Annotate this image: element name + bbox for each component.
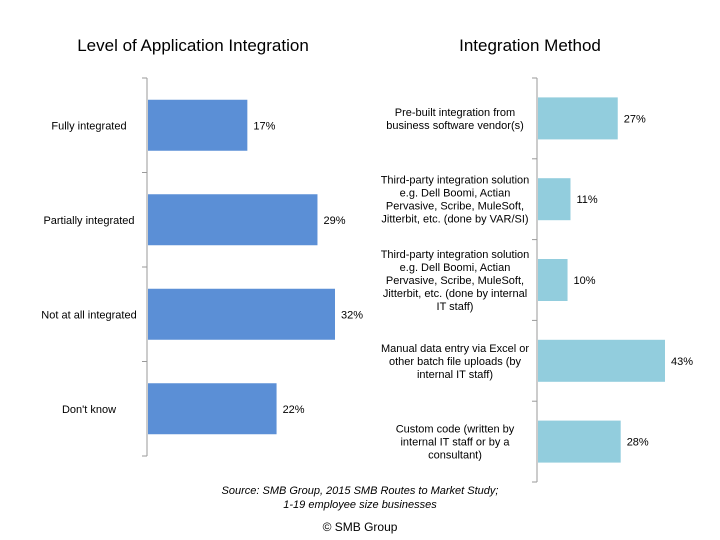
left-bar-chart: 17% Fully integrated 29% Partially integrat…	[41, 77, 363, 457]
chart-1-category-label-4-line-1: internal IT staff or by a	[400, 437, 510, 449]
left-chart-title: Level of Application Integration	[77, 36, 309, 55]
chart-1-category-label-4-line-2: consultant)	[428, 450, 482, 462]
chart-1-data-label-2: 10%	[574, 275, 596, 287]
chart-0-bar-3	[148, 383, 277, 435]
chart-0-category-label-0: Fully integrated	[51, 120, 126, 132]
chart-0-category-label-2-line-0: Not at all integrated	[41, 309, 136, 321]
chart-1-category-label-1-line-1: e.g. Dell Boomi, Actian	[400, 188, 511, 200]
chart-1-category-label-4: Custom code (written by internal IT staff…	[396, 424, 515, 462]
source-note: Source: SMB Group, 2015 SMB Routes to Ma…	[0, 484, 720, 512]
right-chart-title: Integration Method	[459, 36, 601, 55]
chart-0-category-label-1: Partially integrated	[43, 215, 134, 227]
chart-0-data-label-2: 32%	[341, 309, 363, 321]
chart-0-bar-0	[148, 99, 248, 151]
chart-1-category-label-3: Manual data entry via Excel or other batc…	[381, 343, 529, 381]
chart-1-category-label-1-line-0: Third-party integration solution	[381, 175, 530, 187]
chart-1-category-label-2-line-4: IT staff)	[437, 301, 474, 313]
chart-1-category-label-1-line-2: Pervasive, Scribe, MuleSoft,	[386, 201, 524, 213]
chart-1-category-label-2-line-1: e.g. Dell Boomi, Actian	[400, 262, 511, 274]
chart-0-bar-2	[148, 288, 335, 340]
chart-0-category-label-1-line-0: Partially integrated	[43, 215, 134, 227]
chart-1-category-label-1-line-3: Jitterbit, etc. (done by VAR/SI)	[381, 214, 528, 226]
chart-1-bar-3	[538, 339, 665, 382]
chart-1-category-label-2-line-2: Pervasive, Scribe, MuleSoft,	[386, 275, 524, 287]
copyright: © SMB Group	[322, 520, 398, 534]
chart-1-bar-4	[538, 420, 621, 463]
chart-1-bar-0	[538, 97, 618, 140]
right-bar-chart: 27% Pre-built integration from business so…	[381, 77, 693, 483]
chart-1-category-label-2: Third-party integration solution e.g. Del…	[381, 249, 530, 313]
source-line-1: Source: SMB Group, 2015 SMB Routes to Ma…	[221, 485, 499, 497]
chart-1-data-label-4: 28%	[627, 437, 649, 449]
chart-0-bar-1	[148, 194, 318, 246]
chart-1-category-label-1: Third-party integration solution e.g. Del…	[381, 175, 530, 226]
chart-1-category-label-2-line-0: Third-party integration solution	[381, 249, 530, 261]
chart-1-category-label-3-line-0: Manual data entry via Excel or	[381, 343, 529, 355]
chart-1-category-label-0: Pre-built integration from business softw…	[386, 107, 524, 132]
chart-0-category-label-3: Don't know	[62, 404, 116, 416]
chart-0-data-label-3: 22%	[283, 404, 305, 416]
chart-1-category-label-0-line-0: Pre-built integration from	[395, 107, 515, 119]
chart-1-category-label-3-line-1: other batch file uploads (by	[389, 356, 522, 368]
source-line-2: 1-19 employee size businesses	[283, 499, 437, 511]
chart-1-data-label-3: 43%	[671, 356, 693, 368]
chart-0-category-label-3-line-0: Don't know	[62, 404, 116, 416]
chart-1-bar-2	[538, 259, 568, 301]
chart-0-data-label-0: 17%	[253, 120, 275, 132]
chart-1-category-label-2-line-3: Jitterbit, etc. (done by internal	[383, 288, 527, 300]
chart-1-data-label-1: 11%	[576, 194, 597, 206]
chart-1-data-label-0: 27%	[624, 113, 646, 125]
chart-1-category-label-4-line-0: Custom code (written by	[396, 424, 515, 436]
chart-0-category-label-0-line-0: Fully integrated	[51, 120, 126, 132]
chart-0-category-label-2: Not at all integrated	[41, 309, 136, 321]
chart-1-bar-1	[538, 178, 571, 221]
chart-1-category-label-0-line-1: business software vendor(s)	[386, 120, 524, 132]
chart-0-data-label-1: 29%	[323, 215, 345, 227]
chart-1-category-label-3-line-2: internal IT staff)	[417, 369, 493, 381]
